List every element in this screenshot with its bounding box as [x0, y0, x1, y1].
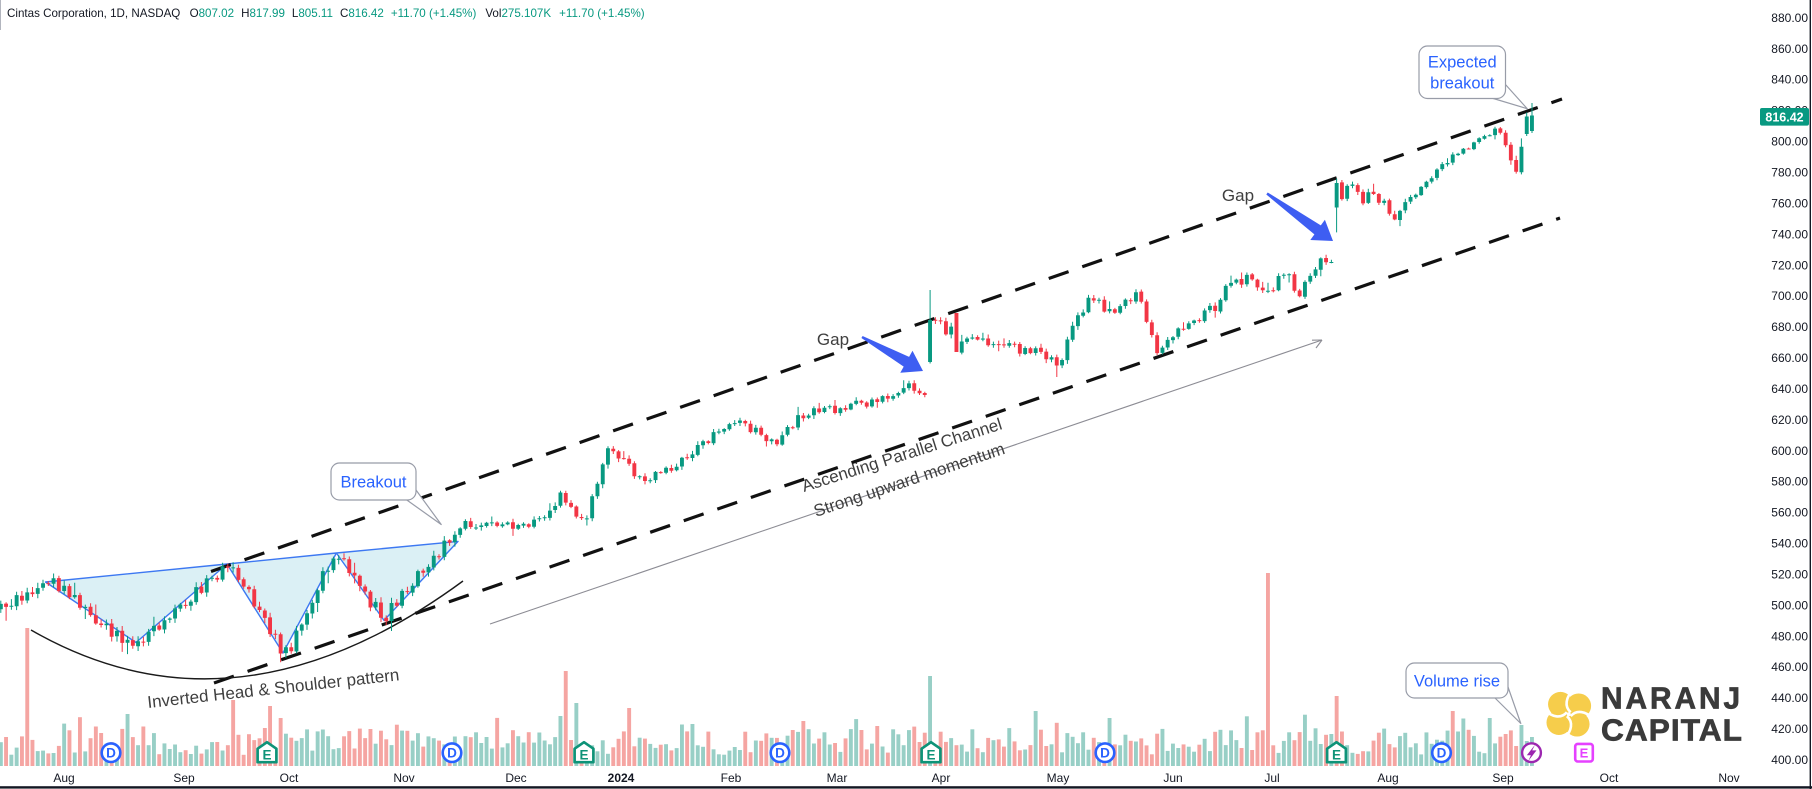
svg-text:880.00: 880.00: [1771, 11, 1808, 25]
svg-text:500.00: 500.00: [1771, 598, 1808, 612]
svg-text:Jul: Jul: [1264, 771, 1279, 785]
svg-text:700.00: 700.00: [1771, 289, 1808, 303]
svg-text:2024: 2024: [608, 771, 635, 785]
svg-text:540.00: 540.00: [1771, 537, 1808, 551]
svg-text:800.00: 800.00: [1771, 135, 1808, 149]
svg-text:840.00: 840.00: [1771, 73, 1808, 87]
svg-text:Jun: Jun: [1163, 771, 1182, 785]
svg-text:520.00: 520.00: [1771, 568, 1808, 582]
svg-text:D: D: [447, 746, 457, 761]
svg-text:breakout: breakout: [1430, 75, 1495, 93]
svg-text:660.00: 660.00: [1771, 351, 1808, 365]
svg-text:860.00: 860.00: [1771, 42, 1808, 56]
svg-text:420.00: 420.00: [1771, 722, 1808, 736]
svg-text:Apr: Apr: [932, 771, 951, 785]
svg-text:D: D: [1100, 746, 1110, 761]
svg-text:E: E: [1332, 748, 1341, 763]
svg-text:400.00: 400.00: [1771, 753, 1808, 767]
svg-text:Feb: Feb: [721, 771, 742, 785]
svg-text:580.00: 580.00: [1771, 475, 1808, 489]
svg-text:E: E: [1580, 746, 1589, 761]
svg-text:680.00: 680.00: [1771, 320, 1808, 334]
svg-text:720.00: 720.00: [1771, 258, 1808, 272]
svg-text:Gap: Gap: [817, 330, 849, 349]
svg-text:Sep: Sep: [173, 771, 195, 785]
svg-text:CAPITAL: CAPITAL: [1601, 714, 1743, 748]
svg-text:Expected: Expected: [1428, 54, 1497, 72]
svg-text:Aug: Aug: [53, 771, 74, 785]
svg-text:Dec: Dec: [505, 771, 526, 785]
svg-text:Mar: Mar: [827, 771, 848, 785]
svg-text:640.00: 640.00: [1771, 382, 1808, 396]
svg-text:Oct: Oct: [1600, 771, 1619, 785]
svg-text:760.00: 760.00: [1771, 196, 1808, 210]
svg-text:Oct: Oct: [280, 771, 299, 785]
svg-text:560.00: 560.00: [1771, 506, 1808, 520]
svg-text:Gap: Gap: [1222, 186, 1254, 205]
svg-text:E: E: [926, 748, 935, 763]
svg-text:480.00: 480.00: [1771, 629, 1808, 643]
svg-text:D: D: [106, 746, 116, 761]
svg-text:600.00: 600.00: [1771, 444, 1808, 458]
svg-text:Breakout: Breakout: [340, 473, 406, 491]
svg-text:Aug: Aug: [1377, 771, 1398, 785]
svg-text:Nov: Nov: [393, 771, 414, 785]
svg-text:Sep: Sep: [1492, 771, 1514, 785]
svg-text:E: E: [579, 748, 588, 763]
svg-text:Cintas Corporation, 1D, NASDAQ: Cintas Corporation, 1D, NASDAQ O807.02 H8…: [7, 7, 645, 20]
svg-text:460.00: 460.00: [1771, 660, 1808, 674]
svg-text:Nov: Nov: [1718, 771, 1739, 785]
svg-text:740.00: 740.00: [1771, 227, 1808, 241]
svg-text:Volume rise: Volume rise: [1414, 672, 1500, 690]
svg-text:D: D: [1437, 746, 1447, 761]
svg-text:NARANJ: NARANJ: [1601, 682, 1743, 716]
svg-text:440.00: 440.00: [1771, 691, 1808, 705]
svg-text:620.00: 620.00: [1771, 413, 1808, 427]
svg-text:E: E: [262, 748, 271, 763]
svg-text:816.42: 816.42: [1765, 110, 1803, 124]
svg-text:780.00: 780.00: [1771, 166, 1808, 180]
svg-text:D: D: [775, 746, 785, 761]
svg-text:May: May: [1047, 771, 1070, 785]
